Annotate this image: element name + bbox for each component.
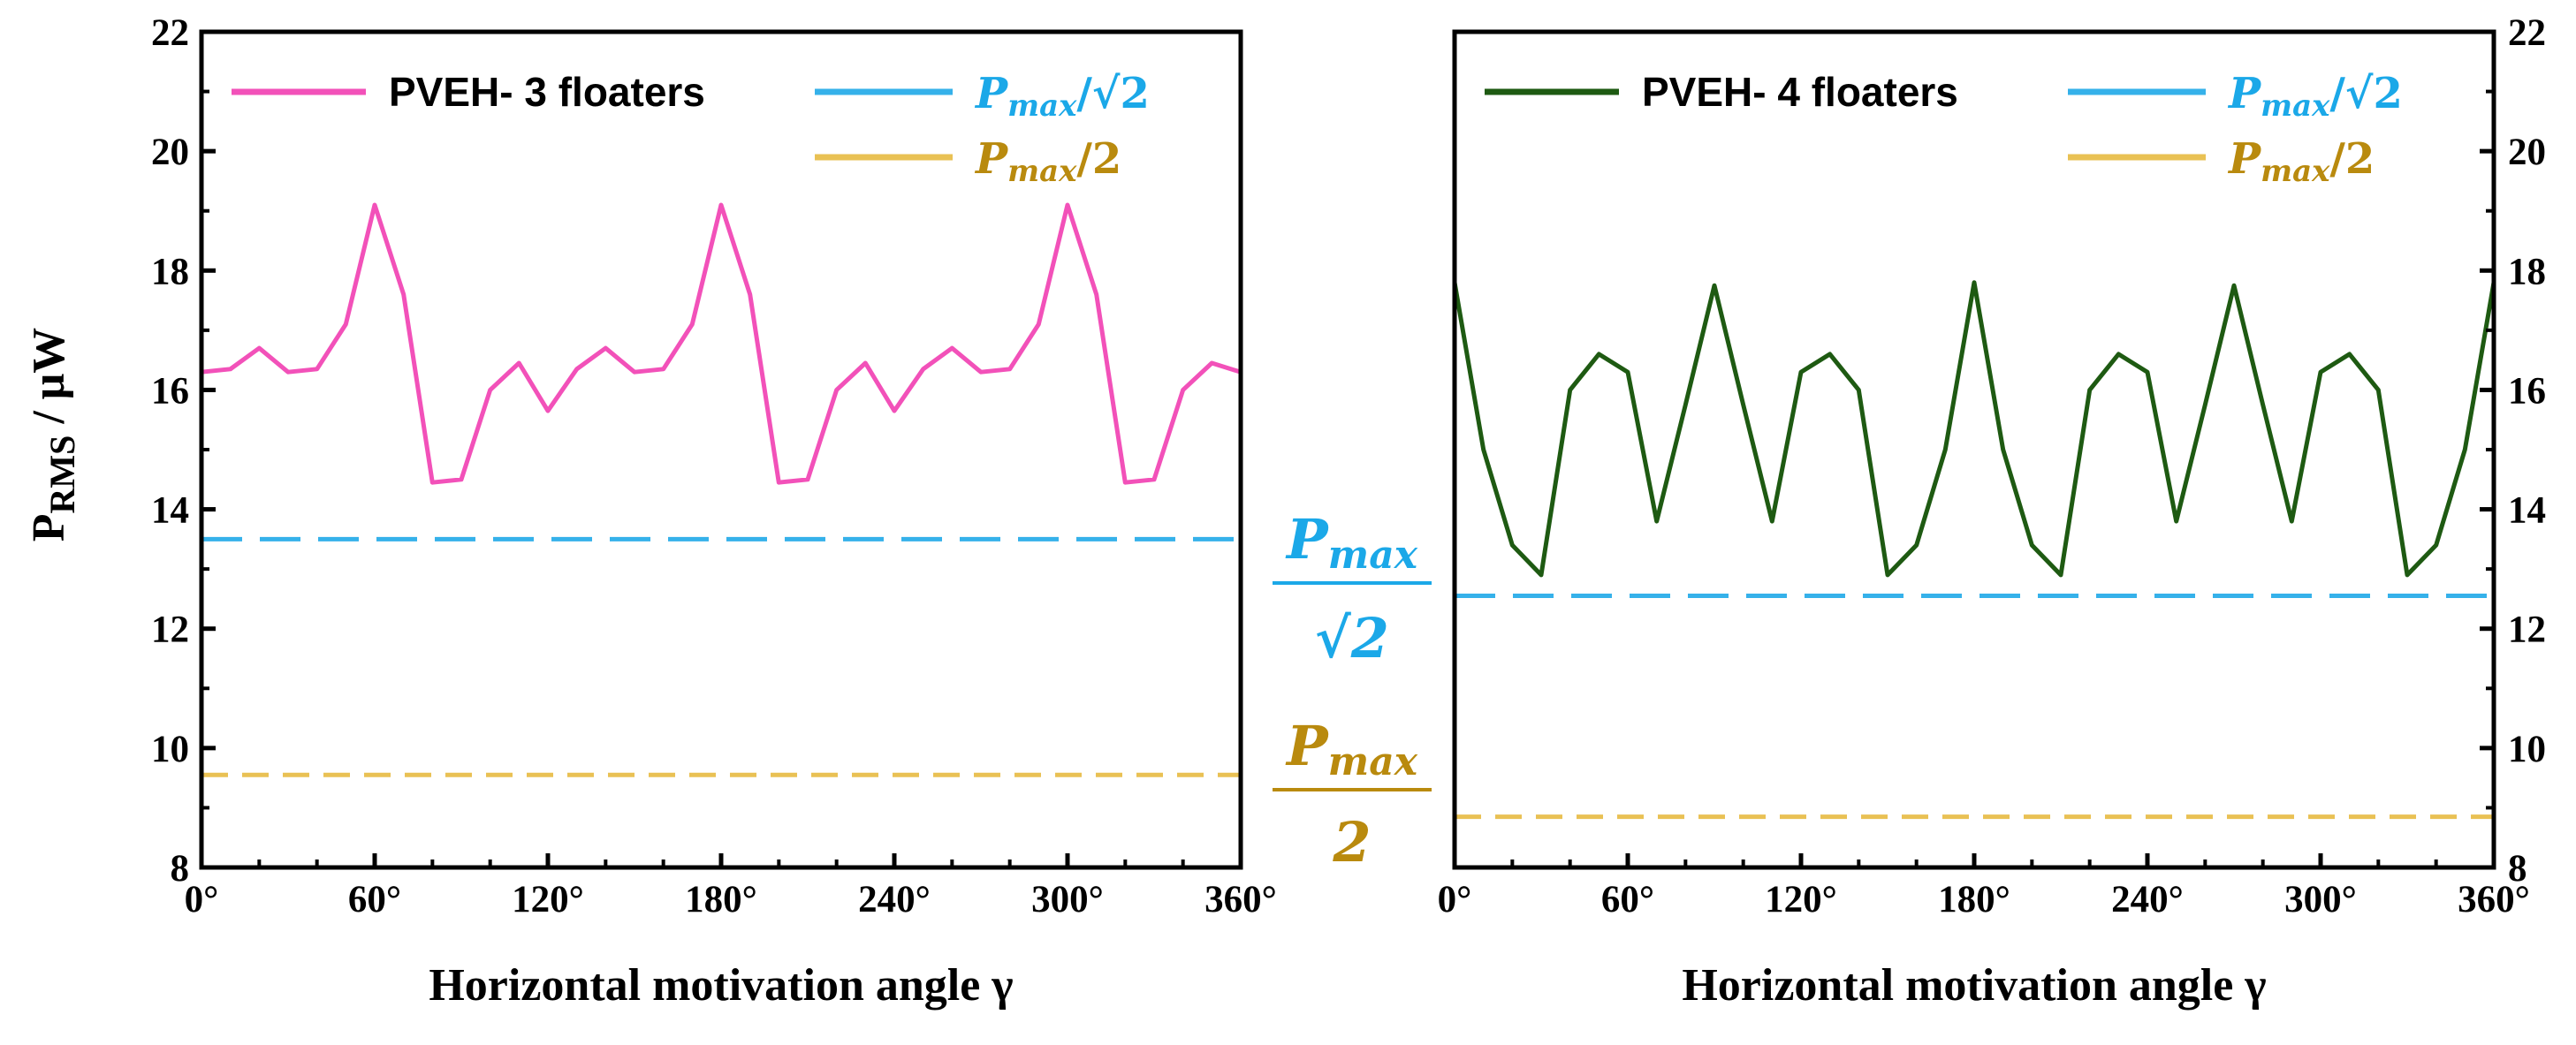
- y-axis-title: PRMS / μW: [24, 328, 82, 542]
- left-y-tick-label: 10: [151, 729, 189, 770]
- side-label-sqrt2-subscript: max: [1328, 533, 1418, 578]
- left-x-axis-title: Horizontal motivation angle γ: [429, 960, 1013, 1011]
- left-x-tick-label: 120°: [512, 879, 584, 920]
- right-x-tick-label: 0°: [1438, 879, 1472, 920]
- right-y-tick-label: 10: [2508, 729, 2546, 770]
- right-y-tick-label: 18: [2508, 251, 2546, 292]
- right-x-tick-label: 240°: [2111, 879, 2184, 920]
- right-y-tick-label: 20: [2508, 132, 2546, 173]
- right-y-tick-label: 14: [2508, 490, 2546, 532]
- side-label-half: Pmax 2: [1273, 714, 1432, 875]
- right-legend-pmax-sqrt2-label: Pmax/√2: [2227, 69, 2403, 124]
- right-series-main-line: [1452, 280, 2496, 578]
- right-x-tick-label: 360°: [2458, 879, 2530, 920]
- left-y-tick-label: 8: [171, 848, 190, 890]
- side-label-sqrt2: Pmax √2: [1273, 507, 1432, 670]
- right-x-tick-label: 300°: [2284, 879, 2357, 920]
- left-x-tick-label: 60°: [348, 879, 401, 920]
- chart-right: 0° 60° 120° 180° 240° 300° 360°8 10 12 14 16 18 20 22…: [1438, 12, 2546, 1011]
- right-y-tick-label: 22: [2508, 12, 2546, 54]
- side-label-half-denominator: 2: [1332, 810, 1371, 875]
- right-y-tick-label: 16: [2508, 370, 2546, 412]
- right-y-tick-label: 8: [2508, 848, 2527, 890]
- right-y-tick-label: 12: [2508, 610, 2546, 651]
- left-x-tick-label: 180°: [685, 879, 757, 920]
- left-y-tick-label: 18: [151, 251, 189, 292]
- right-legend-pmax-half-label: Pmax/2: [2227, 134, 2375, 189]
- left-series-main-line: [201, 202, 1242, 485]
- side-label-half-numerator: P: [1285, 714, 1330, 778]
- chart-left: 0° 60° 120° 180° 240° 300° 360° 8 10 12 14 16 18 20 22…: [151, 12, 1277, 1011]
- svg-text:Pmax: Pmax: [1285, 714, 1418, 784]
- left-x-tick-label: 240°: [858, 879, 931, 920]
- left-y-tick-label: 16: [151, 370, 189, 412]
- left-x-tick-label: 360°: [1204, 879, 1277, 920]
- side-label-half-subscript: max: [1328, 739, 1418, 784]
- left-x-tick-label: 0°: [185, 879, 219, 920]
- left-y-tick-label: 14: [151, 490, 189, 532]
- right-x-axis-title: Horizontal motivation angle γ: [1682, 960, 2266, 1011]
- right-x-tick-label: 60°: [1601, 879, 1654, 920]
- left-legend-pmax-half-label: Pmax/2: [974, 134, 1121, 189]
- right-x-tick-label: 180°: [1938, 879, 2010, 920]
- right-legend-main-label: PVEH- 4 floaters: [1642, 69, 1958, 115]
- left-legend-pmax-sqrt2-label: Pmax/√2: [974, 69, 1150, 124]
- side-label-sqrt2-denominator: √2: [1315, 606, 1389, 670]
- right-x-tick-label: 120°: [1765, 879, 1837, 920]
- left-y-tick-label: 22: [151, 12, 189, 54]
- left-y-tick-label: 12: [151, 610, 189, 651]
- left-y-tick-label: 20: [151, 132, 189, 173]
- side-label-sqrt2-numerator: P: [1285, 507, 1330, 572]
- svg-text:Pmax: Pmax: [1285, 507, 1418, 578]
- left-legend-main-label: PVEH- 3 floaters: [389, 69, 705, 115]
- left-x-tick-label: 300°: [1031, 879, 1104, 920]
